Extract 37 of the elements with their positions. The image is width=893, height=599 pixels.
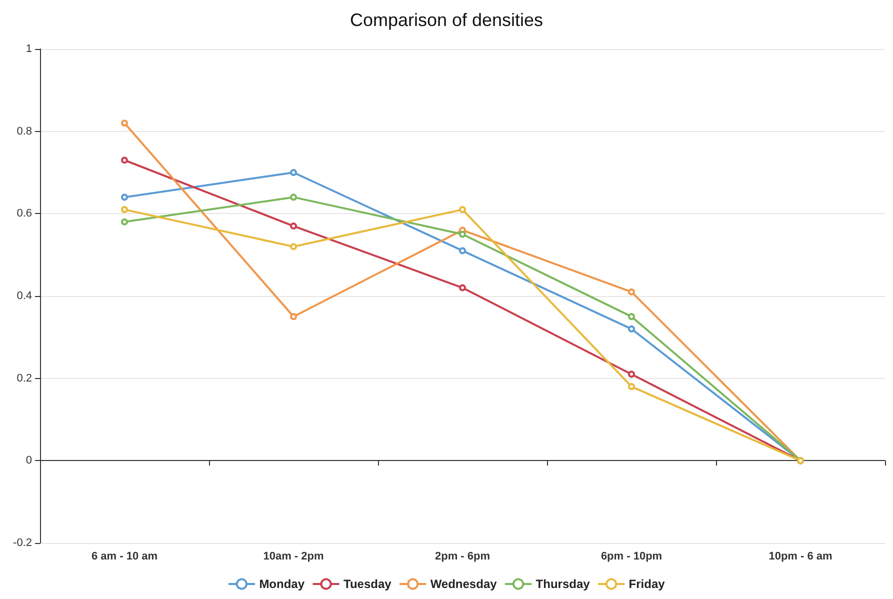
y-tick-label: -0.2 [13,537,32,549]
legend-label: Friday [628,577,666,591]
point [628,383,635,390]
point [290,313,297,320]
y-tick-label: 0.8 [16,125,32,138]
point [121,120,128,127]
y-tick-label: 0.6 [16,208,32,220]
x-tick-label: 6pm - 10pm [600,550,662,562]
legend-label: Tuesday [344,577,392,591]
point [290,243,297,250]
legend-label: Monday [259,577,305,591]
point [459,230,466,238]
point [121,206,128,214]
point [628,325,635,332]
legend-label: Wednesday [430,577,498,591]
point [121,218,128,226]
point [459,284,466,292]
y-tick-label: 0.2 [16,372,32,384]
point [628,313,635,320]
point [290,169,297,176]
point [628,370,635,378]
x-tick-label: 10pm - 6 am [768,550,833,562]
chart-title: Comparison of densities [350,10,544,30]
point [628,288,635,296]
y-tick-label: 1 [26,43,32,55]
y-tick-label: 0.4 [16,290,32,302]
point [290,194,297,201]
point [290,222,297,230]
point [459,206,466,214]
legend-label: Thursday [536,577,590,591]
point [121,194,128,201]
x-tick-label: 10am - 2pm [263,550,324,562]
x-tick-label: 6 am - 10 am [91,550,158,562]
point [459,247,466,254]
y-tick-label: 0 [26,454,32,467]
x-tick-label: 2pm - 6pm [434,550,490,562]
point [121,156,128,164]
